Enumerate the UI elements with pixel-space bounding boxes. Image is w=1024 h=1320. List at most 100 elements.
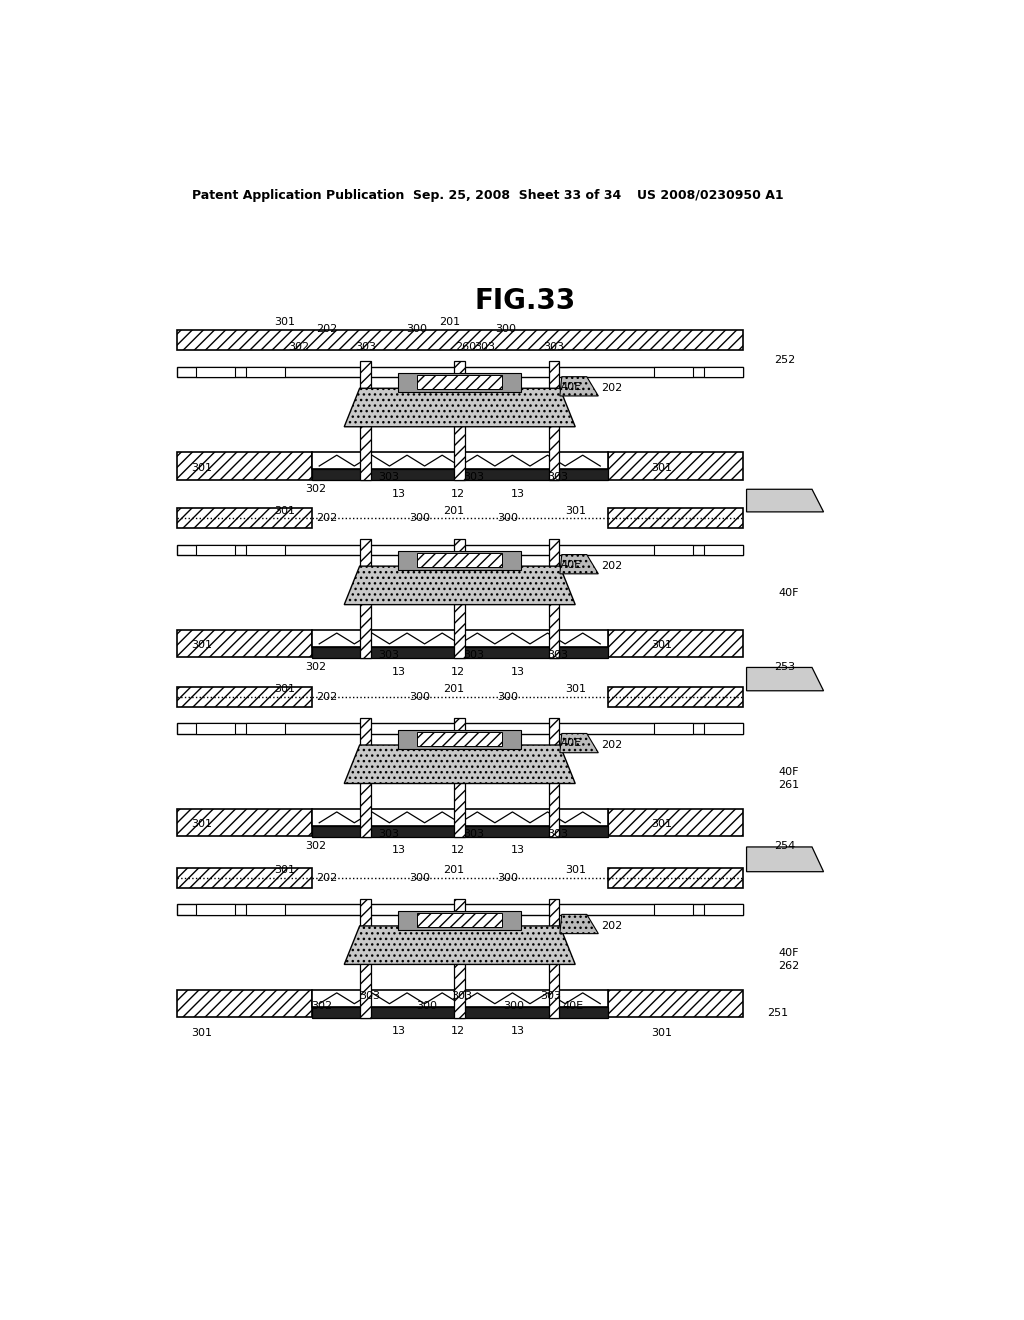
Text: 301: 301 bbox=[651, 640, 673, 651]
Text: 300: 300 bbox=[407, 323, 427, 334]
Bar bbox=[549, 718, 559, 837]
Text: 300: 300 bbox=[498, 513, 518, 523]
Text: 12: 12 bbox=[451, 667, 465, 677]
Text: 13: 13 bbox=[511, 488, 525, 499]
Text: 303: 303 bbox=[463, 473, 483, 482]
Text: 301: 301 bbox=[274, 684, 295, 694]
Bar bbox=[654, 904, 692, 915]
Polygon shape bbox=[560, 734, 598, 752]
Bar bbox=[177, 508, 311, 528]
Text: 300: 300 bbox=[498, 873, 518, 883]
Text: 301: 301 bbox=[565, 866, 586, 875]
Text: 301: 301 bbox=[651, 820, 673, 829]
Bar bbox=[608, 867, 742, 888]
Bar bbox=[246, 367, 285, 378]
Text: 253: 253 bbox=[774, 661, 796, 672]
Text: 13: 13 bbox=[511, 667, 525, 677]
Polygon shape bbox=[560, 554, 598, 574]
Bar bbox=[455, 899, 465, 1018]
Text: 40F: 40F bbox=[778, 589, 799, 598]
Text: 12: 12 bbox=[451, 488, 465, 499]
Bar bbox=[608, 508, 742, 528]
Text: 13: 13 bbox=[511, 846, 525, 855]
Bar bbox=[360, 899, 371, 1018]
Bar bbox=[398, 911, 521, 929]
Text: 302: 302 bbox=[305, 484, 326, 494]
Text: 300: 300 bbox=[504, 1001, 524, 1011]
Text: 201: 201 bbox=[443, 684, 465, 694]
Text: 40E: 40E bbox=[560, 381, 582, 392]
Bar bbox=[311, 647, 608, 657]
Text: 301: 301 bbox=[565, 506, 586, 516]
Bar bbox=[177, 904, 742, 915]
Text: 201: 201 bbox=[439, 318, 461, 327]
Text: US 2008/0230950 A1: US 2008/0230950 A1 bbox=[637, 189, 783, 202]
Text: 300: 300 bbox=[409, 692, 430, 702]
Bar bbox=[705, 545, 742, 556]
Text: 13: 13 bbox=[392, 846, 407, 855]
Text: 254: 254 bbox=[774, 841, 796, 850]
Text: 301: 301 bbox=[190, 462, 212, 473]
Bar bbox=[311, 990, 608, 1007]
Text: 202: 202 bbox=[316, 873, 338, 883]
Bar bbox=[246, 545, 285, 556]
Text: 303: 303 bbox=[548, 651, 568, 660]
Bar bbox=[246, 904, 285, 915]
Bar bbox=[455, 362, 465, 480]
Text: 40E: 40E bbox=[562, 1001, 583, 1011]
Text: 300: 300 bbox=[495, 323, 516, 334]
Bar bbox=[196, 723, 234, 734]
Bar bbox=[177, 990, 311, 1018]
Polygon shape bbox=[344, 566, 575, 605]
Bar bbox=[177, 367, 742, 378]
Text: 202: 202 bbox=[601, 561, 623, 572]
Polygon shape bbox=[344, 744, 575, 784]
Text: 202: 202 bbox=[316, 513, 338, 523]
Text: 302: 302 bbox=[305, 841, 326, 850]
Text: 300: 300 bbox=[409, 873, 430, 883]
Bar bbox=[311, 826, 608, 837]
Bar bbox=[196, 545, 234, 556]
Text: 40F: 40F bbox=[778, 948, 799, 958]
Text: 303: 303 bbox=[378, 473, 399, 482]
Text: FIG.33: FIG.33 bbox=[474, 286, 575, 315]
Bar bbox=[360, 718, 371, 837]
Text: 40E: 40E bbox=[560, 738, 582, 748]
Bar bbox=[608, 630, 742, 657]
Polygon shape bbox=[344, 925, 575, 965]
Text: 302: 302 bbox=[305, 661, 326, 672]
Text: 260: 260 bbox=[455, 342, 476, 352]
Text: 303: 303 bbox=[452, 991, 472, 1001]
Text: 12: 12 bbox=[451, 846, 465, 855]
Text: 301: 301 bbox=[190, 640, 212, 651]
Bar bbox=[398, 550, 521, 570]
Bar bbox=[418, 731, 502, 746]
Bar bbox=[196, 367, 234, 378]
Bar bbox=[398, 372, 521, 392]
Bar bbox=[360, 362, 371, 480]
Bar bbox=[549, 899, 559, 1018]
Text: 303: 303 bbox=[548, 829, 568, 840]
Bar bbox=[177, 809, 311, 837]
Bar bbox=[608, 809, 742, 837]
Bar bbox=[177, 686, 311, 708]
Text: 13: 13 bbox=[392, 1027, 407, 1036]
Text: 40F: 40F bbox=[778, 767, 799, 777]
Text: 262: 262 bbox=[778, 961, 800, 972]
Bar bbox=[311, 453, 608, 469]
Text: 303: 303 bbox=[544, 342, 564, 352]
Text: 303: 303 bbox=[358, 991, 380, 1001]
Text: 202: 202 bbox=[601, 921, 623, 931]
Text: 301: 301 bbox=[651, 462, 673, 473]
Text: 303: 303 bbox=[378, 651, 399, 660]
Polygon shape bbox=[746, 668, 823, 690]
Bar bbox=[608, 453, 742, 479]
Polygon shape bbox=[560, 915, 598, 933]
Bar bbox=[654, 367, 692, 378]
Text: 301: 301 bbox=[190, 1028, 212, 1038]
Bar bbox=[177, 630, 311, 657]
Text: 40E: 40E bbox=[560, 560, 582, 570]
Text: 12: 12 bbox=[451, 1027, 465, 1036]
Bar bbox=[311, 809, 608, 826]
Text: 300: 300 bbox=[417, 1001, 437, 1011]
